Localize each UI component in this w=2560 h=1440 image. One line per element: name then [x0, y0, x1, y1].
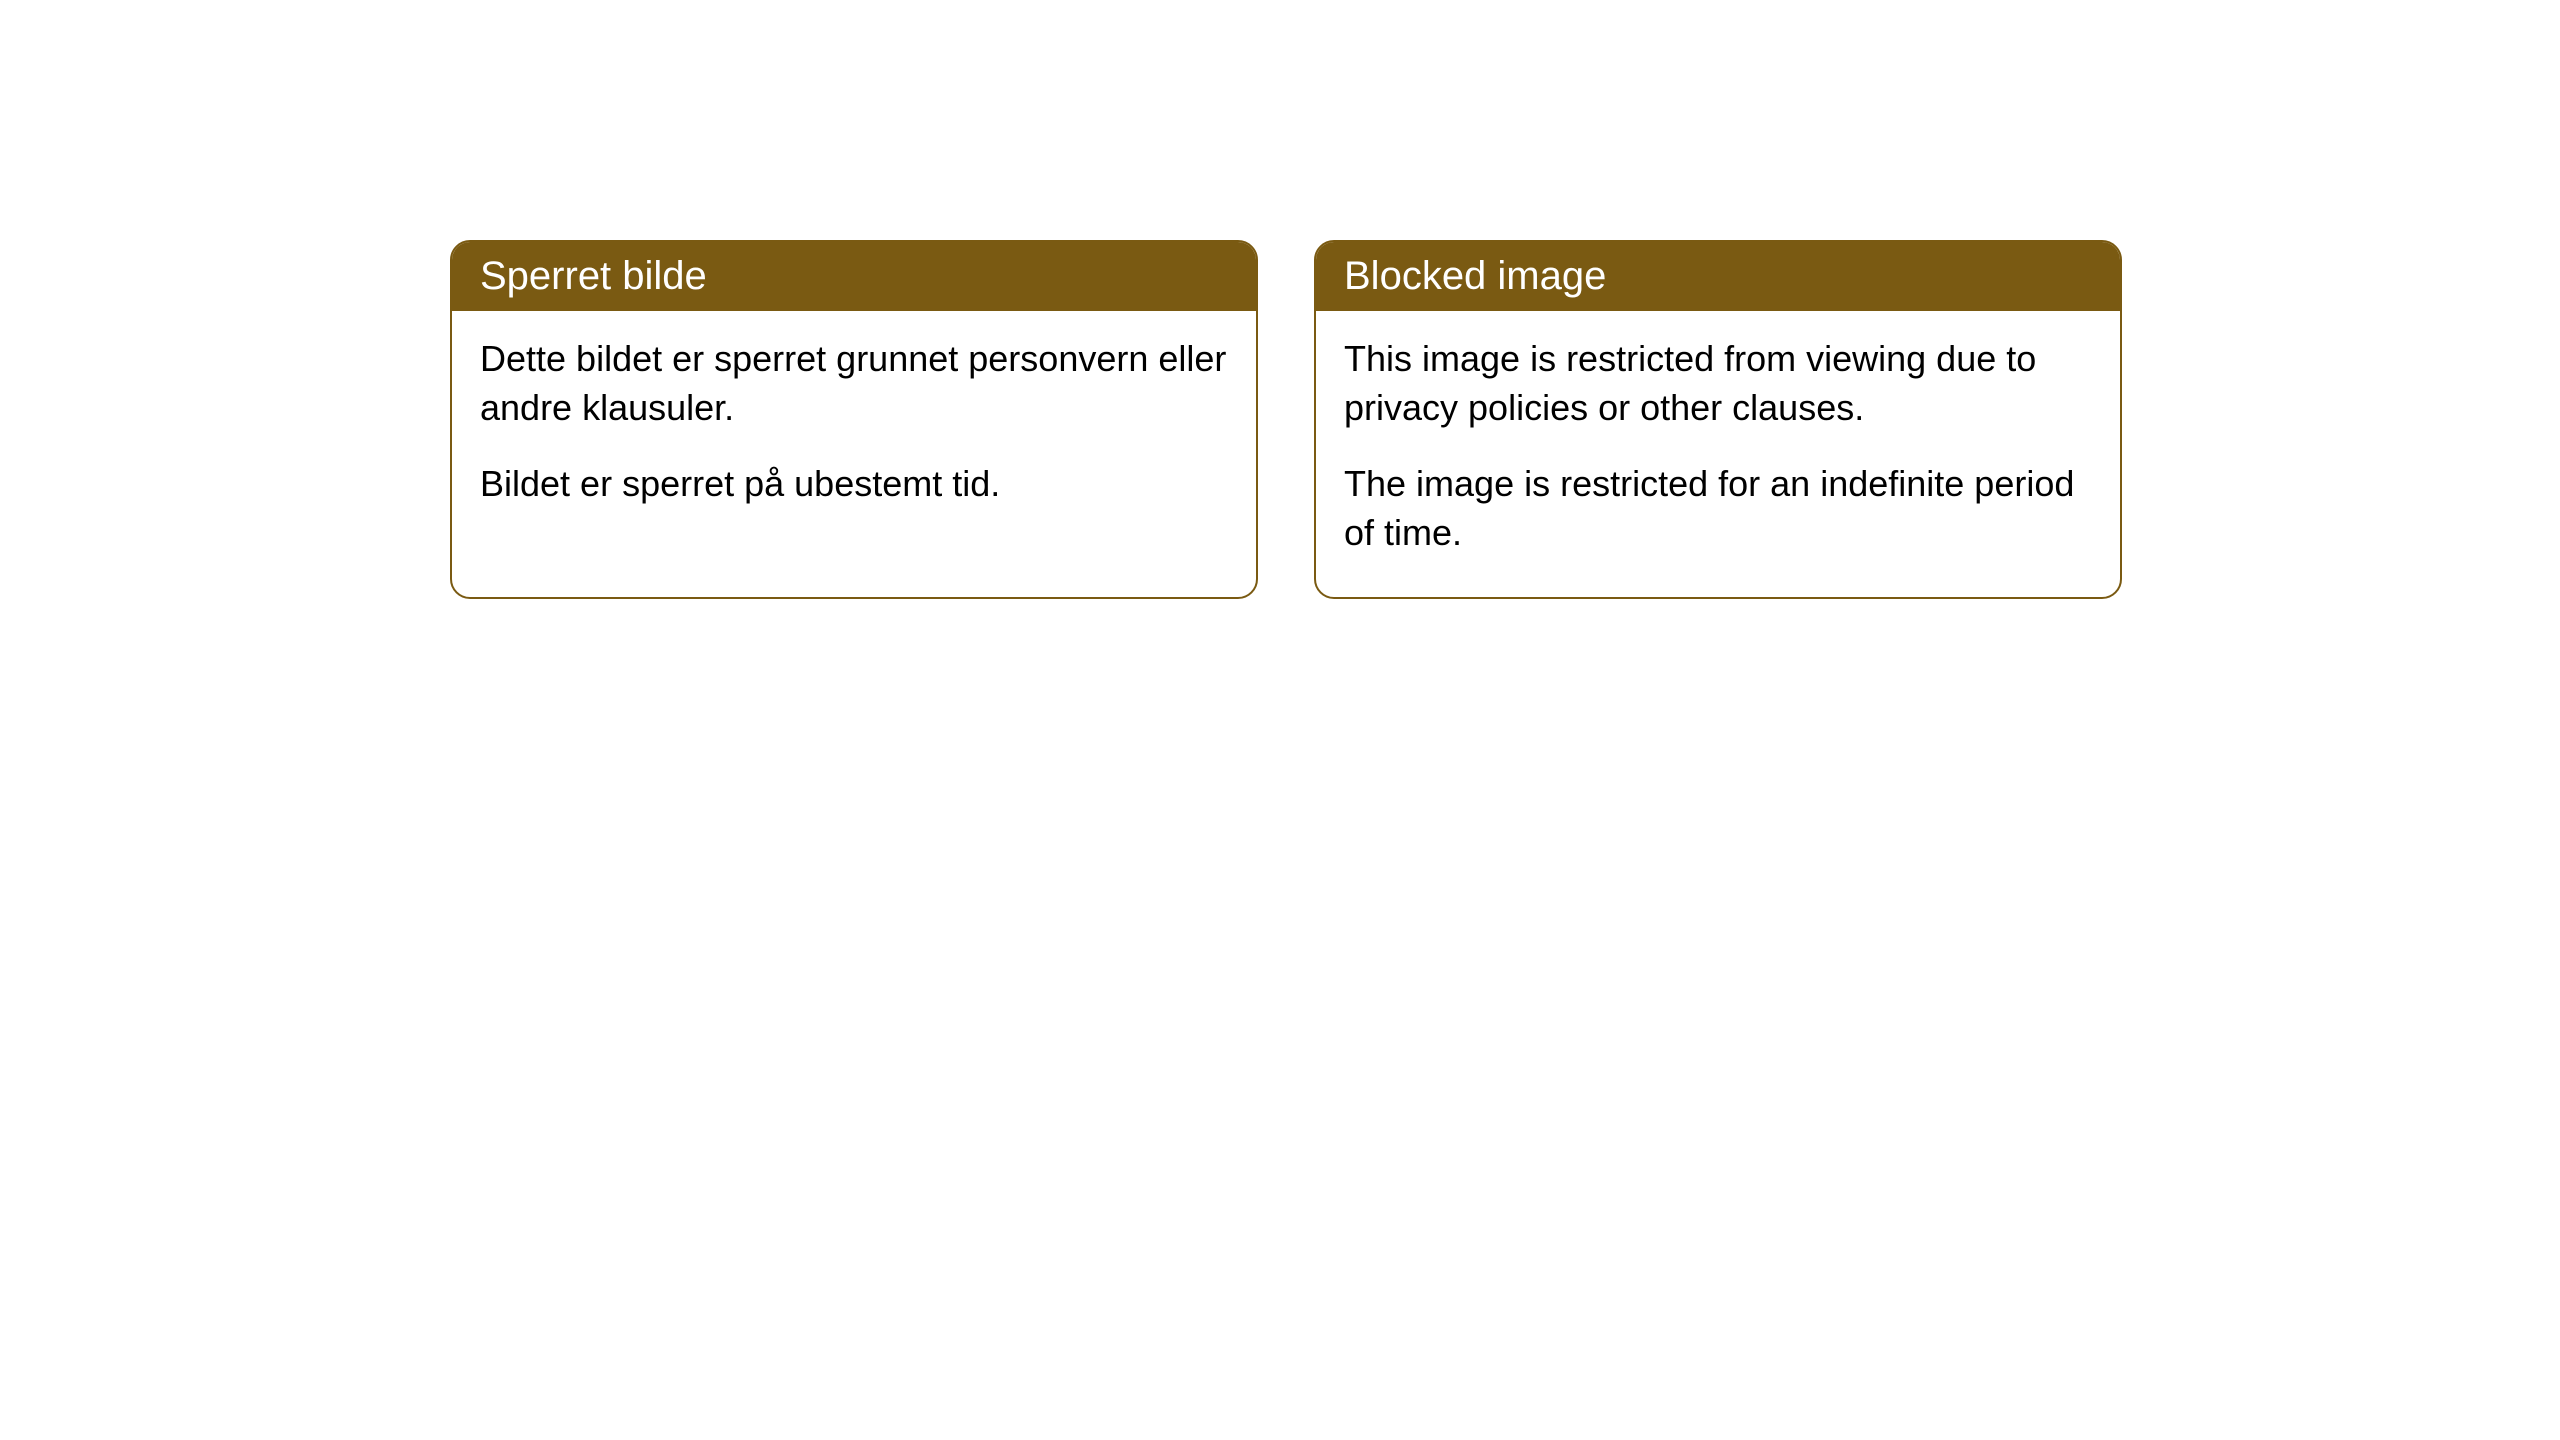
notice-card-english: Blocked image This image is restricted f…	[1314, 240, 2122, 599]
notice-cards-container: Sperret bilde Dette bildet er sperret gr…	[450, 240, 2122, 599]
card-header-english: Blocked image	[1316, 242, 2120, 311]
card-body-english: This image is restricted from viewing du…	[1316, 311, 2120, 597]
notice-paragraph: Bildet er sperret på ubestemt tid.	[480, 460, 1228, 509]
notice-paragraph: Dette bildet er sperret grunnet personve…	[480, 335, 1228, 432]
card-title: Sperret bilde	[480, 254, 707, 298]
notice-paragraph: This image is restricted from viewing du…	[1344, 335, 2092, 432]
card-title: Blocked image	[1344, 254, 1606, 298]
notice-card-norwegian: Sperret bilde Dette bildet er sperret gr…	[450, 240, 1258, 599]
card-body-norwegian: Dette bildet er sperret grunnet personve…	[452, 311, 1256, 549]
notice-paragraph: The image is restricted for an indefinit…	[1344, 460, 2092, 557]
card-header-norwegian: Sperret bilde	[452, 242, 1256, 311]
